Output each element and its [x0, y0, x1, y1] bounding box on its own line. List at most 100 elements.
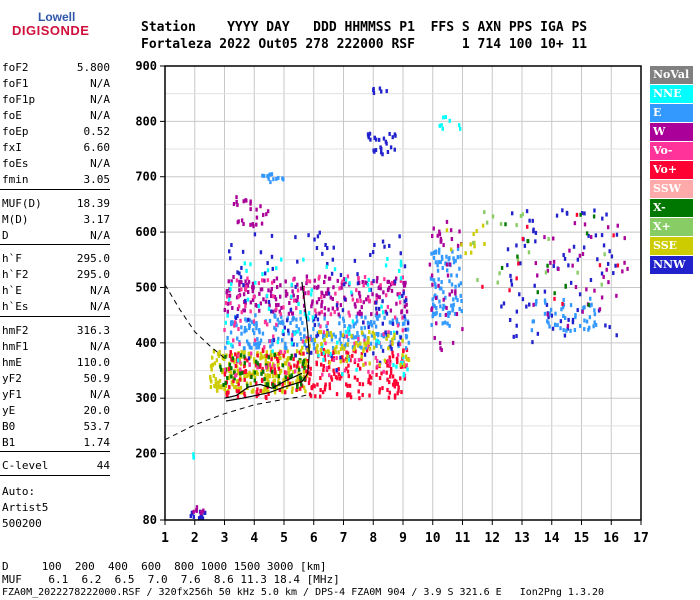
echo-point [587, 302, 590, 307]
echo-point [340, 281, 344, 286]
echo-point [363, 274, 367, 279]
echo-point [210, 355, 214, 360]
echo-point [394, 133, 397, 138]
echo-point [242, 221, 245, 226]
echo-point [606, 261, 610, 266]
echo-point [277, 366, 281, 371]
x-tick-label: 13 [514, 531, 530, 546]
echo-point [288, 301, 291, 306]
echo-point [521, 297, 525, 302]
echo-point [437, 250, 441, 255]
echo-point [248, 318, 252, 323]
echo-point [367, 339, 370, 344]
echo-point [373, 135, 376, 140]
echo-point [405, 309, 409, 314]
echo-point [355, 314, 358, 319]
echo-point [356, 281, 360, 286]
echo-point [347, 363, 350, 368]
echo-point [388, 362, 392, 367]
echo-point [189, 514, 192, 519]
echo-point [325, 333, 328, 338]
echo-point [239, 275, 243, 280]
echo-point [260, 369, 263, 374]
echo-point [270, 280, 274, 285]
echo-point [210, 367, 213, 372]
x-tick-label: 6 [310, 531, 318, 546]
echo-point [228, 362, 232, 367]
echo-point [267, 355, 270, 360]
echo-point [313, 384, 316, 389]
echo-point [395, 330, 399, 335]
echo-point [307, 381, 311, 386]
echo-point [336, 340, 339, 345]
echo-point [330, 377, 334, 382]
echo-point [560, 307, 563, 312]
echo-point [295, 349, 299, 354]
echo-point [371, 370, 374, 375]
echo-point [388, 355, 391, 360]
echo-point [371, 292, 374, 297]
echo-point [382, 334, 385, 339]
echo-point [342, 277, 346, 282]
echo-point [380, 304, 383, 309]
echo-point [393, 378, 397, 383]
echo-point [448, 279, 451, 284]
echo-point [269, 353, 273, 358]
echo-point [332, 285, 335, 290]
echo-point [270, 254, 274, 259]
echo-point [340, 374, 343, 379]
echo-point [546, 319, 549, 324]
echo-point [304, 363, 308, 368]
echo-point [277, 302, 280, 307]
echo-point [603, 252, 606, 257]
echo-point [395, 356, 399, 361]
echo-point [307, 233, 310, 238]
echo-point [236, 202, 239, 207]
echo-point [257, 328, 261, 333]
echo-point [255, 321, 258, 326]
echo-point [260, 287, 264, 292]
echo-point [238, 377, 242, 382]
echo-point [279, 320, 283, 325]
echo-point [451, 308, 454, 313]
echo-point [327, 349, 330, 354]
echo-point [318, 394, 322, 399]
echo-point [280, 314, 283, 319]
echo-point [575, 212, 579, 217]
echo-point [353, 358, 357, 363]
echo-point [223, 372, 227, 377]
echo-point [293, 331, 296, 336]
echo-point [510, 211, 514, 216]
echo-point [357, 389, 360, 394]
echo-point [272, 294, 275, 299]
echo-point [345, 366, 348, 371]
echo-point [445, 254, 448, 259]
echo-point [350, 292, 354, 297]
echo-point [439, 346, 442, 351]
echo-point [534, 239, 537, 244]
echo-point [337, 367, 340, 372]
echo-point [291, 289, 294, 294]
echo-point [347, 338, 350, 343]
echo-point [354, 335, 358, 340]
echo-point [459, 254, 462, 259]
echo-point [302, 369, 306, 374]
param-value: 6.60 [83, 141, 111, 154]
echo-point [339, 355, 342, 360]
echo-point [231, 356, 235, 361]
echo-point [398, 291, 402, 296]
echo-point [375, 316, 379, 321]
echo-point [576, 257, 580, 262]
echo-point [608, 249, 611, 254]
echo-point [199, 515, 202, 520]
echo-point [565, 210, 569, 215]
param-name: B0 [2, 420, 16, 433]
echo-point [574, 285, 578, 290]
x-tick-label: 8 [369, 531, 377, 546]
echo-point [448, 256, 451, 261]
echo-point [340, 285, 343, 290]
echo-point [430, 322, 433, 327]
echo-point [295, 379, 298, 384]
echo-point [310, 288, 313, 293]
echo-point [367, 369, 370, 374]
